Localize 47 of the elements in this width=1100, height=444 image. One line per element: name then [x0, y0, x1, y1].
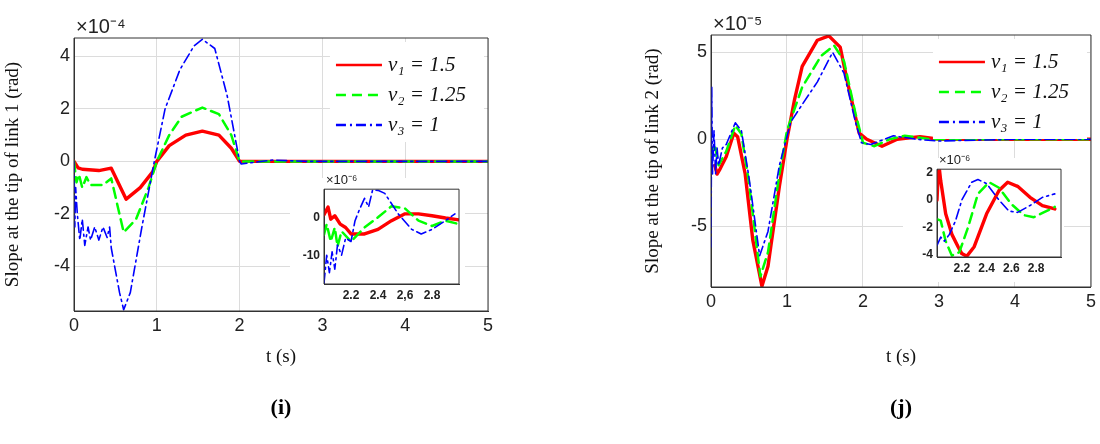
y-axis-title: Slope at the tip of link 2 (rad) [641, 48, 664, 274]
annotation: ×10⁻⁶ [939, 151, 971, 169]
x-tick-label: 4 [400, 314, 411, 335]
x-tick-label: 2.2 [342, 287, 360, 302]
legend-label: ν₁ = 1.5 [990, 48, 1059, 73]
y-tick-label: 4 [59, 45, 70, 66]
legend-label: ν₂ = 1.25 [387, 81, 466, 106]
y-tick-label: 5 [696, 41, 707, 62]
x-tick-label: 2.2 [953, 260, 971, 275]
y-tick-label: 2 [926, 164, 934, 179]
x-tick-label: 2.8 [423, 287, 441, 302]
y-tick-label: 0 [926, 192, 934, 207]
text: ×10⁻⁵ [713, 11, 763, 36]
text: (j) [889, 394, 912, 420]
x-tick-label: 2.6 [1003, 260, 1021, 275]
y-axis-title: Slope at the tip of link 1 (rad) [1, 61, 24, 288]
x-tick-label: 5 [482, 314, 494, 335]
y-tick-label: -5 [690, 215, 707, 236]
x-tick-label: 3 [933, 290, 944, 311]
x-tick-label: 1 [151, 314, 162, 335]
y-tick-label: -2 [53, 202, 70, 223]
y-tick-label: -10 [302, 248, 321, 263]
x-tick-label: 5 [1085, 290, 1096, 311]
y-tick-label: -4 [53, 255, 70, 276]
x-tick-label: 2 [234, 314, 245, 335]
y-tick-label: -4 [922, 247, 934, 262]
text: (i) [270, 394, 292, 420]
x-tick-label: 4 [1009, 290, 1020, 311]
x-tick-label: 2.4 [978, 260, 996, 275]
y-tick-label: 0 [59, 150, 70, 171]
legend-label: ν₃ = 1 [990, 108, 1043, 133]
x-axis-title: t (s) [265, 344, 297, 367]
legend-label: ν₁ = 1.5 [387, 51, 456, 76]
legend-label: ν₃ = 1 [387, 111, 440, 136]
x-tick-label: 3 [317, 314, 328, 335]
legend-label: ν₂ = 1.25 [990, 78, 1069, 103]
y-tick-label: -2 [922, 219, 934, 234]
x-axis-title: t (s) [885, 344, 917, 367]
x-tick-label: 1 [781, 290, 793, 311]
y-tick-label: 2 [59, 97, 70, 118]
text: ×10⁻⁴ [76, 14, 126, 39]
x-tick-label: 2.4 [369, 287, 387, 302]
x-tick-label: 2 [857, 290, 869, 311]
annotation: ×10⁻⁶ [326, 171, 358, 189]
x-tick-label: 2.8 [1027, 260, 1045, 275]
x-tick-label: 2,6 [396, 287, 414, 302]
y-tick-label: 0 [696, 128, 707, 149]
